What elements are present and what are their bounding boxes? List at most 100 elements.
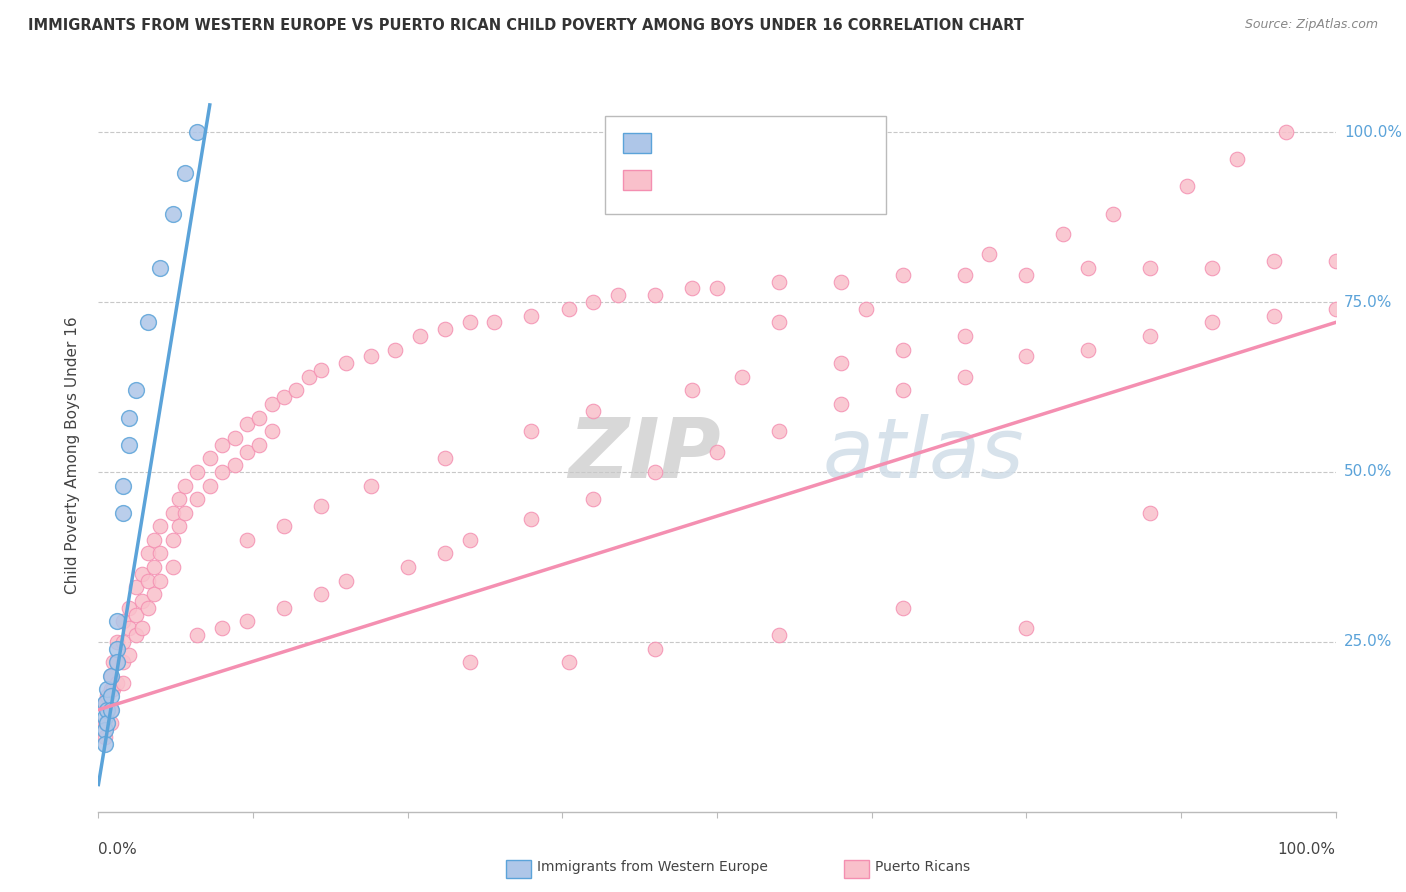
Point xyxy=(211,438,233,452)
Point xyxy=(1324,301,1347,316)
Point xyxy=(118,648,141,663)
Point xyxy=(100,669,122,683)
Point xyxy=(458,655,481,669)
Point xyxy=(1077,260,1099,275)
Point xyxy=(136,574,159,588)
Point xyxy=(768,315,790,329)
Point xyxy=(458,315,481,329)
Point xyxy=(167,519,190,533)
Point xyxy=(162,533,184,547)
Point xyxy=(285,384,308,398)
Point xyxy=(131,621,153,635)
Point xyxy=(198,478,221,492)
Point xyxy=(124,581,146,595)
Point xyxy=(149,574,172,588)
Text: Puerto Ricans: Puerto Ricans xyxy=(875,860,970,874)
Point xyxy=(143,533,166,547)
Point xyxy=(335,356,357,370)
Point xyxy=(186,492,208,507)
Point xyxy=(1015,268,1038,282)
Text: Immigrants from Western Europe: Immigrants from Western Europe xyxy=(537,860,768,874)
Text: 0.779: 0.779 xyxy=(693,173,741,187)
Point xyxy=(520,424,543,438)
Point xyxy=(100,716,122,731)
Point xyxy=(830,356,852,370)
Text: 100.0%: 100.0% xyxy=(1278,842,1336,857)
Point xyxy=(124,607,146,622)
Point xyxy=(484,315,506,329)
Point xyxy=(93,737,115,751)
Point xyxy=(100,669,122,683)
Point xyxy=(236,615,259,629)
Point xyxy=(433,451,456,466)
Point xyxy=(1263,309,1285,323)
Point xyxy=(167,492,190,507)
Text: ZIP: ZIP xyxy=(568,415,721,495)
Point xyxy=(458,533,481,547)
Text: 100.0%: 100.0% xyxy=(1344,125,1402,140)
Point xyxy=(174,506,197,520)
Point xyxy=(520,309,543,323)
Point xyxy=(100,703,122,717)
Point xyxy=(681,281,703,295)
Point xyxy=(118,410,141,425)
Point xyxy=(112,506,135,520)
Point xyxy=(236,417,259,432)
Point xyxy=(149,519,172,533)
Text: 50.0%: 50.0% xyxy=(1344,465,1392,479)
Point xyxy=(93,723,115,738)
Point xyxy=(891,343,914,357)
Point xyxy=(891,600,914,615)
Point xyxy=(433,546,456,560)
Point xyxy=(96,703,118,717)
Y-axis label: Child Poverty Among Boys Under 16: Child Poverty Among Boys Under 16 xyxy=(65,316,80,594)
Point xyxy=(1077,343,1099,357)
Point xyxy=(124,384,146,398)
Point xyxy=(149,260,172,275)
Text: N =: N = xyxy=(756,173,789,187)
Point xyxy=(433,322,456,336)
Point xyxy=(706,444,728,458)
Point xyxy=(105,615,128,629)
Point xyxy=(105,655,128,669)
Point xyxy=(136,600,159,615)
Point xyxy=(174,166,197,180)
Point xyxy=(557,301,579,316)
Point xyxy=(93,696,115,710)
Point xyxy=(1139,506,1161,520)
Text: N =: N = xyxy=(756,136,789,150)
Point xyxy=(100,689,122,703)
Point xyxy=(211,465,233,479)
Point xyxy=(93,709,115,723)
Point xyxy=(520,512,543,526)
Point xyxy=(953,329,976,343)
Point xyxy=(103,682,125,697)
Point xyxy=(96,716,118,731)
Point xyxy=(186,465,208,479)
Point xyxy=(1139,329,1161,343)
Point xyxy=(309,363,332,377)
Text: 132: 132 xyxy=(789,173,821,187)
Point xyxy=(644,288,666,302)
Point xyxy=(143,560,166,574)
Point xyxy=(644,465,666,479)
Point xyxy=(136,315,159,329)
Text: 23: 23 xyxy=(789,136,810,150)
Point xyxy=(118,438,141,452)
Text: IMMIGRANTS FROM WESTERN EUROPE VS PUERTO RICAN CHILD POVERTY AMONG BOYS UNDER 16: IMMIGRANTS FROM WESTERN EUROPE VS PUERTO… xyxy=(28,18,1024,33)
Point xyxy=(607,288,630,302)
Point xyxy=(1175,179,1198,194)
Point xyxy=(1139,260,1161,275)
Point xyxy=(1052,227,1074,241)
Point xyxy=(118,621,141,635)
Point xyxy=(247,410,270,425)
Point xyxy=(768,628,790,642)
Point xyxy=(409,329,432,343)
Point xyxy=(1226,153,1249,167)
Point xyxy=(953,369,976,384)
Point xyxy=(768,424,790,438)
Text: 0.0%: 0.0% xyxy=(98,842,138,857)
Point xyxy=(260,424,283,438)
Point xyxy=(174,478,197,492)
Point xyxy=(731,369,754,384)
